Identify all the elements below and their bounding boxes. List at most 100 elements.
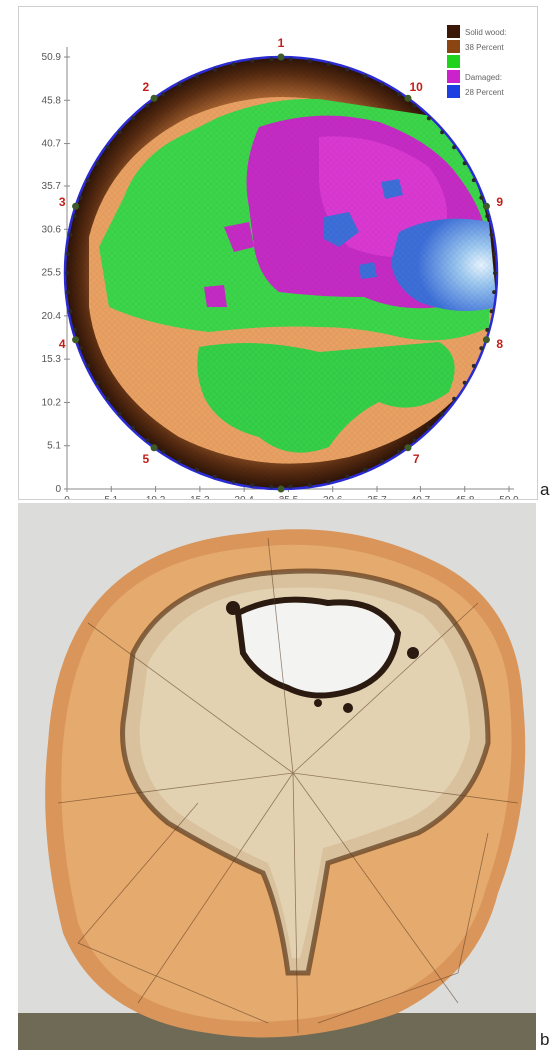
rim-point [307, 483, 312, 488]
rim-point [492, 290, 497, 295]
rim-point [412, 103, 417, 108]
y-tick-label: 10.2 [42, 397, 62, 408]
x-tick-label: 15.3 [190, 495, 210, 499]
rim-point [194, 467, 199, 472]
rim-point [493, 271, 497, 275]
x-tick-label: 40.7 [411, 495, 431, 499]
rim-point [452, 145, 457, 150]
sensor-marker [72, 202, 80, 210]
rim-point [462, 380, 467, 385]
rim-point [288, 484, 293, 489]
rim-point [68, 232, 73, 237]
rim-point [95, 380, 100, 385]
sensor-marker [404, 94, 412, 102]
legend-swatch [447, 40, 460, 53]
rim-point [86, 178, 91, 183]
legend-swatch [447, 55, 460, 68]
legend-swatch [447, 85, 460, 98]
sensor-label: 3 [59, 195, 66, 209]
rim-point [72, 327, 77, 332]
legend-label: 28 Percent [465, 88, 504, 97]
rim-point [380, 82, 385, 87]
rim-point [131, 425, 136, 430]
sensor-marker [482, 202, 490, 210]
rim-point [326, 62, 331, 67]
x-tick-label: 35.7 [367, 495, 387, 499]
x-tick-label: 50.9 [499, 495, 519, 499]
rim-point [194, 74, 199, 79]
y-tick-label: 5.1 [47, 441, 61, 452]
x-tick-label: 0 [64, 495, 70, 499]
rim-point [95, 161, 100, 166]
y-tick-label: 25.5 [42, 268, 62, 279]
sensor-marker [150, 444, 158, 452]
rim-point [489, 309, 494, 314]
y-tick-label: 15.3 [42, 354, 62, 365]
sensor-label: 5 [142, 452, 149, 466]
rim-point [72, 214, 77, 219]
y-tick-label: 40.7 [42, 139, 62, 150]
y-tick-label: 45.8 [42, 95, 62, 106]
rim-point [492, 251, 497, 256]
x-tick-label: 20.4 [234, 495, 254, 499]
rim-point [105, 145, 110, 150]
rim-point [269, 57, 274, 62]
rim-point [65, 290, 70, 295]
rim-point [145, 103, 150, 108]
rim-point [269, 484, 274, 489]
legend-label: Solid wood: [465, 28, 506, 37]
rim-point [105, 396, 110, 401]
rim-point [440, 130, 445, 135]
rim-point [177, 459, 182, 464]
sensor-marker [277, 485, 285, 493]
rim-point [212, 474, 217, 479]
panel-label-a: a [540, 480, 550, 499]
sensor-label: 2 [142, 80, 149, 94]
sensor-marker [72, 336, 80, 344]
rim-point [462, 161, 467, 166]
rim-point [212, 67, 217, 72]
rim-point [380, 459, 385, 464]
sensor-marker [404, 444, 412, 452]
y-tick-label: 50.9 [42, 52, 62, 63]
rim-point [177, 82, 182, 87]
rim-point [471, 363, 476, 368]
rim-point [117, 411, 122, 416]
trunk-cross-section-photo [18, 503, 536, 1050]
rim-point [452, 396, 457, 401]
rim-point [440, 411, 445, 416]
sensor-label: 1 [278, 36, 285, 50]
rim-point [479, 195, 484, 200]
sensor-points: 1 2 3 4 5 6 7 8 9 10 [59, 36, 503, 510]
rim-point [145, 438, 150, 443]
legend-label: Damaged: [465, 73, 502, 82]
x-tick-label: 10.2 [146, 495, 166, 499]
rim-point [250, 58, 255, 63]
rim-point [485, 327, 490, 332]
tomogram-disc [65, 57, 497, 489]
legend-label: 38 Percent [465, 43, 504, 52]
sensor-marker [277, 53, 285, 61]
y-tick-label: 20.4 [42, 311, 62, 322]
rim-point [65, 251, 70, 256]
sensor-marker [150, 94, 158, 102]
y-tick-label: 0 [55, 484, 61, 495]
tomogram-chart: 0 5.1 10.2 15.3 20.4 25.5 30.6 35.7 40.7 45.8 50.9… [42, 25, 519, 510]
rim-point [363, 74, 368, 79]
y-tick-label: 30.6 [42, 224, 62, 235]
y-tick-label: 35.7 [42, 181, 62, 192]
sensor-label: 4 [59, 337, 66, 351]
rim-point [231, 479, 236, 484]
sensor-label: 7 [413, 452, 420, 466]
legend-swatch [447, 25, 460, 38]
rim-point [68, 309, 73, 314]
rim-point [489, 232, 494, 237]
rim-point [363, 467, 368, 472]
wood-slice-illustration [18, 503, 536, 1050]
rim-point [131, 116, 136, 121]
rim-point [78, 195, 83, 200]
rim-point [250, 483, 255, 488]
sensor-label: 8 [496, 337, 503, 351]
rim-point [345, 67, 350, 72]
rim-point [307, 58, 312, 63]
